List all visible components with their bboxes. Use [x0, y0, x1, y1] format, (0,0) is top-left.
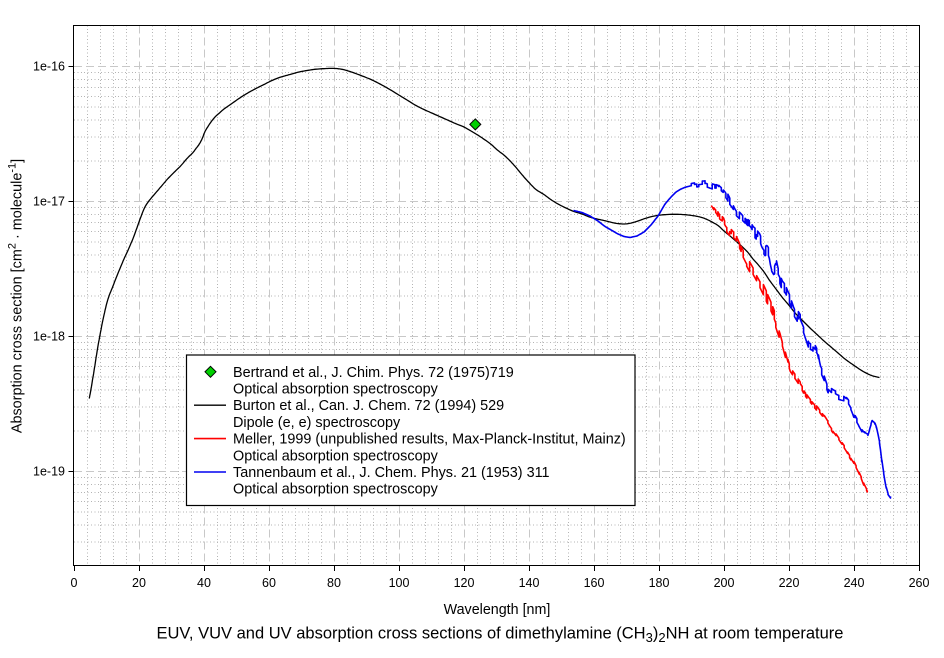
svg-text:140: 140 [519, 576, 540, 590]
svg-text:Optical absorption spectroscop: Optical absorption spectroscopy [233, 382, 439, 398]
svg-text:180: 180 [649, 576, 670, 590]
svg-text:EUV, VUV and UV absorption cro: EUV, VUV and UV absorption cross section… [157, 625, 844, 646]
svg-text:Wavelength [nm]: Wavelength [nm] [444, 602, 551, 618]
svg-text:1e-16: 1e-16 [33, 60, 65, 74]
svg-text:Dipole (e, e) spectroscopy: Dipole (e, e) spectroscopy [233, 415, 401, 431]
svg-text:Tannenbaum et al., J. Chem. Ph: Tannenbaum et al., J. Chem. Phys. 21 (19… [233, 465, 550, 481]
svg-text:Burton et al., Can. J. Chem. 7: Burton et al., Can. J. Chem. 72 (1994) 5… [233, 398, 504, 414]
svg-text:Bertrand et al., J. Chim. Phys: Bertrand et al., J. Chim. Phys. 72 (1975… [233, 365, 514, 381]
svg-text:1e-19: 1e-19 [33, 465, 65, 479]
svg-text:260: 260 [909, 576, 930, 590]
svg-text:20: 20 [132, 576, 146, 590]
svg-text:120: 120 [454, 576, 475, 590]
svg-text:60: 60 [262, 576, 276, 590]
svg-text:220: 220 [779, 576, 800, 590]
svg-text:Optical absorption spectroscop: Optical absorption spectroscopy [233, 448, 439, 464]
svg-text:Meller, 1999 (unpublished resu: Meller, 1999 (unpublished results, Max-P… [233, 432, 626, 448]
svg-text:Absorption cross section [cm2: Absorption cross section [cm2 · molecule… [7, 159, 26, 433]
svg-text:200: 200 [714, 576, 735, 590]
svg-text:160: 160 [584, 576, 605, 590]
svg-text:240: 240 [844, 576, 865, 590]
svg-text:1e-18: 1e-18 [33, 330, 65, 344]
svg-text:40: 40 [197, 576, 211, 590]
svg-text:1e-17: 1e-17 [33, 195, 65, 209]
svg-text:100: 100 [389, 576, 410, 590]
svg-text:Optical absorption spectroscop: Optical absorption spectroscopy [233, 482, 439, 498]
svg-text:80: 80 [327, 576, 341, 590]
svg-text:0: 0 [71, 576, 78, 590]
